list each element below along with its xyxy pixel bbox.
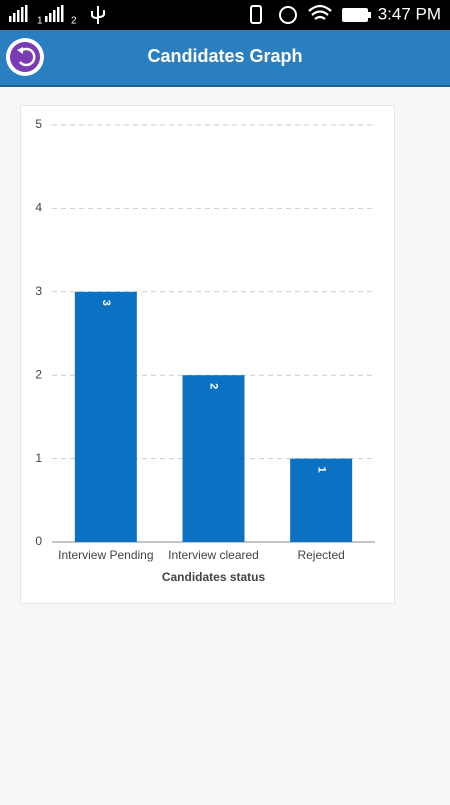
app-bar [0,30,450,85]
battery-tip [368,12,371,18]
data-label: 2 [208,383,220,389]
data-label: 1 [315,467,327,473]
sim-label: 1 [37,16,43,27]
status-time: 3:47 PM [378,4,441,23]
status-bar [0,0,450,30]
bar [74,291,137,542]
x-tick-label: Rejected [297,548,344,562]
bar [290,458,353,542]
y-tick-label: 1 [35,451,42,465]
bar [182,375,245,542]
back-button[interactable] [6,38,44,76]
y-tick-label: 2 [35,367,42,381]
wifi-icon [308,4,332,20]
y-tick-label: 3 [35,284,42,298]
x-tick-label: Interview cleared [168,548,259,562]
battery-icon [342,8,368,22]
y-tick-label: 5 [35,117,42,131]
sim-label: 2 [71,16,77,27]
data-label: 3 [100,300,112,306]
signal-icon [9,5,28,22]
app-bar-shadow [0,85,450,87]
x-axis-title: Candidates status [162,570,266,584]
y-tick-label: 0 [35,534,42,548]
vibrate-icon [250,5,262,24]
signal-icon [45,5,64,22]
alarm-icon [279,6,297,24]
y-tick-label: 4 [35,201,42,215]
x-tick-label: Interview Pending [58,548,153,562]
chart: 0 1 2 3 4 5 3 Interview Pending 2 Interview clear… [35,117,375,584]
app-title: Candidates Graph [147,46,302,66]
usb-icon [91,6,105,24]
